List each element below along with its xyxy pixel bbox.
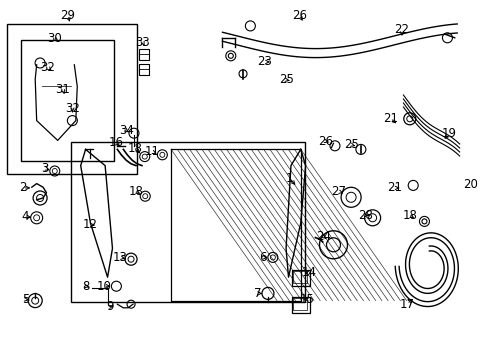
Text: 20: 20 [462,178,477,191]
Text: 21: 21 [387,181,402,194]
Text: 5: 5 [21,293,29,306]
Bar [139,64,148,75]
Text: 13: 13 [112,251,127,264]
Text: 26: 26 [317,135,332,148]
Bar [7,24,137,174]
Text: 19: 19 [441,127,455,140]
Text: 24: 24 [316,230,330,243]
Text: 6: 6 [259,251,266,264]
Bar [292,270,310,286]
Bar [293,271,307,283]
Text: 1: 1 [285,172,293,185]
Text: 25: 25 [278,73,293,86]
Text: 10: 10 [96,280,111,293]
Text: 14: 14 [301,266,316,279]
Text: 26: 26 [291,9,306,22]
Text: 23: 23 [257,55,272,68]
Text: 25: 25 [343,138,358,151]
Text: 32: 32 [65,102,80,115]
Text: 12: 12 [83,219,98,231]
Text: 21: 21 [382,112,397,125]
Text: 18: 18 [127,142,142,155]
Bar [292,297,310,313]
Bar [293,298,307,310]
Text: 16: 16 [109,136,123,149]
Text: 32: 32 [41,61,55,74]
Text: 4: 4 [21,210,29,223]
Text: 3: 3 [41,162,49,175]
Text: 7: 7 [254,287,262,300]
Text: 11: 11 [145,145,160,158]
Text: 2: 2 [19,181,26,194]
Bar [139,49,148,60]
Bar [71,142,304,302]
Text: 15: 15 [299,293,314,306]
Text: 8: 8 [81,280,89,293]
Text: 28: 28 [358,209,372,222]
Bar [21,40,114,161]
Text: 17: 17 [399,298,413,311]
Text: 22: 22 [394,23,408,36]
Text: 27: 27 [330,185,345,198]
Text: 9: 9 [106,300,114,313]
Text: 30: 30 [47,32,62,45]
Text: 33: 33 [135,36,150,49]
Text: 18: 18 [128,185,143,198]
Text: 34: 34 [119,124,133,137]
Text: 18: 18 [402,209,416,222]
Text: 29: 29 [60,9,75,22]
Text: 31: 31 [55,83,70,96]
